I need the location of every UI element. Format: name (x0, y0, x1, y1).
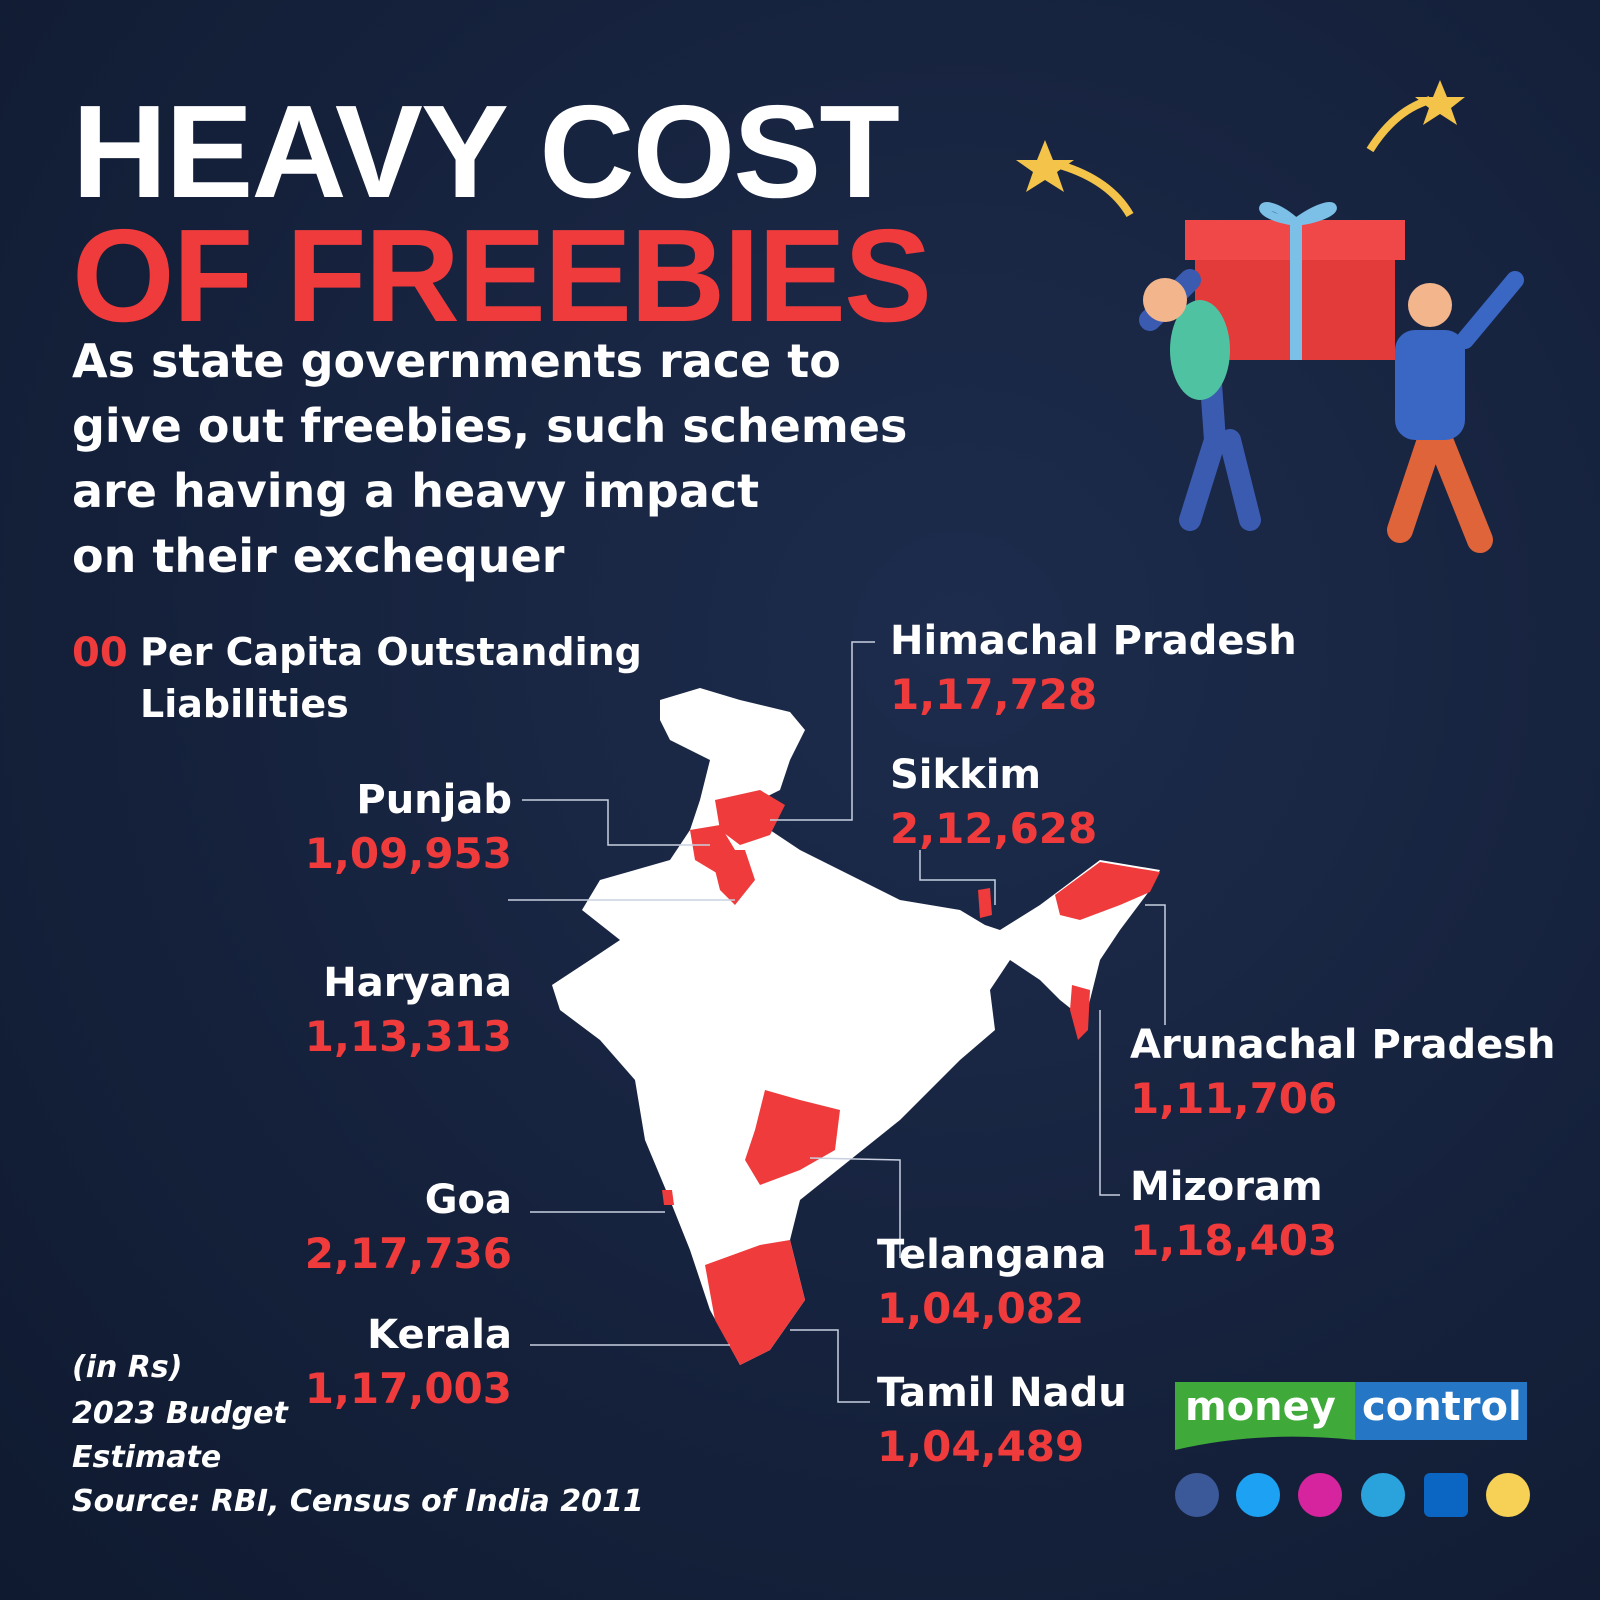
state-value: 2,17,736 (304, 1229, 512, 1278)
state-value: 1,17,728 (890, 670, 1098, 719)
legend-label-line: Per Capita Outstanding (140, 630, 642, 674)
state-value: 1,18,403 (1130, 1216, 1338, 1265)
footnote-source: Source: RBI, Census of India 2011 (72, 1484, 644, 1519)
state-value: 2,12,628 (890, 804, 1098, 853)
leader-lines (508, 641, 1166, 1403)
footnote-basis-line: Estimate (72, 1440, 222, 1475)
footnote-unit: (in Rs) (72, 1350, 183, 1385)
state-name: Telangana (877, 1232, 1107, 1278)
state-value: 1,09,953 (304, 829, 512, 878)
state-value: 1,04,082 (877, 1284, 1085, 1333)
footnote-basis-line: 2023 Budget (72, 1396, 288, 1431)
brand-part-2: control (1362, 1384, 1522, 1430)
brand-part-1: money (1185, 1384, 1336, 1430)
title-line-1: HEAVY COST (72, 78, 900, 225)
legend-marker: 00 (72, 630, 128, 676)
subtitle-line: As state governments race to (72, 334, 841, 388)
state-name: Mizoram (1130, 1164, 1323, 1210)
subtitle-line: give out freebies, such schemes (72, 399, 908, 453)
state-name: Punjab (356, 777, 512, 823)
state-name: Haryana (323, 960, 512, 1006)
state-name: Arunachal Pradesh (1130, 1022, 1556, 1068)
state-name: Goa (424, 1177, 512, 1223)
state-name: Kerala (367, 1312, 512, 1358)
highlighted-states (662, 790, 1160, 1365)
title-line-2: OF FREEBIES (72, 202, 932, 349)
social-icons (1175, 1473, 1530, 1517)
subtitle-line: are having a heavy impact (72, 464, 760, 518)
illustration (1016, 80, 1524, 553)
state-value: 1,13,313 (304, 1012, 512, 1061)
state-value: 1,11,706 (1130, 1074, 1338, 1123)
state-value: 1,04,489 (877, 1422, 1085, 1471)
state-name: Tamil Nadu (877, 1370, 1127, 1416)
subtitle-line: on their exchequer (72, 529, 565, 583)
brand-logo (1175, 1382, 1527, 1450)
state-name: Himachal Pradesh (890, 618, 1297, 664)
legend-label-line: Liabilities (140, 682, 349, 726)
state-name: Sikkim (890, 752, 1042, 798)
state-value: 1,17,003 (304, 1364, 512, 1413)
